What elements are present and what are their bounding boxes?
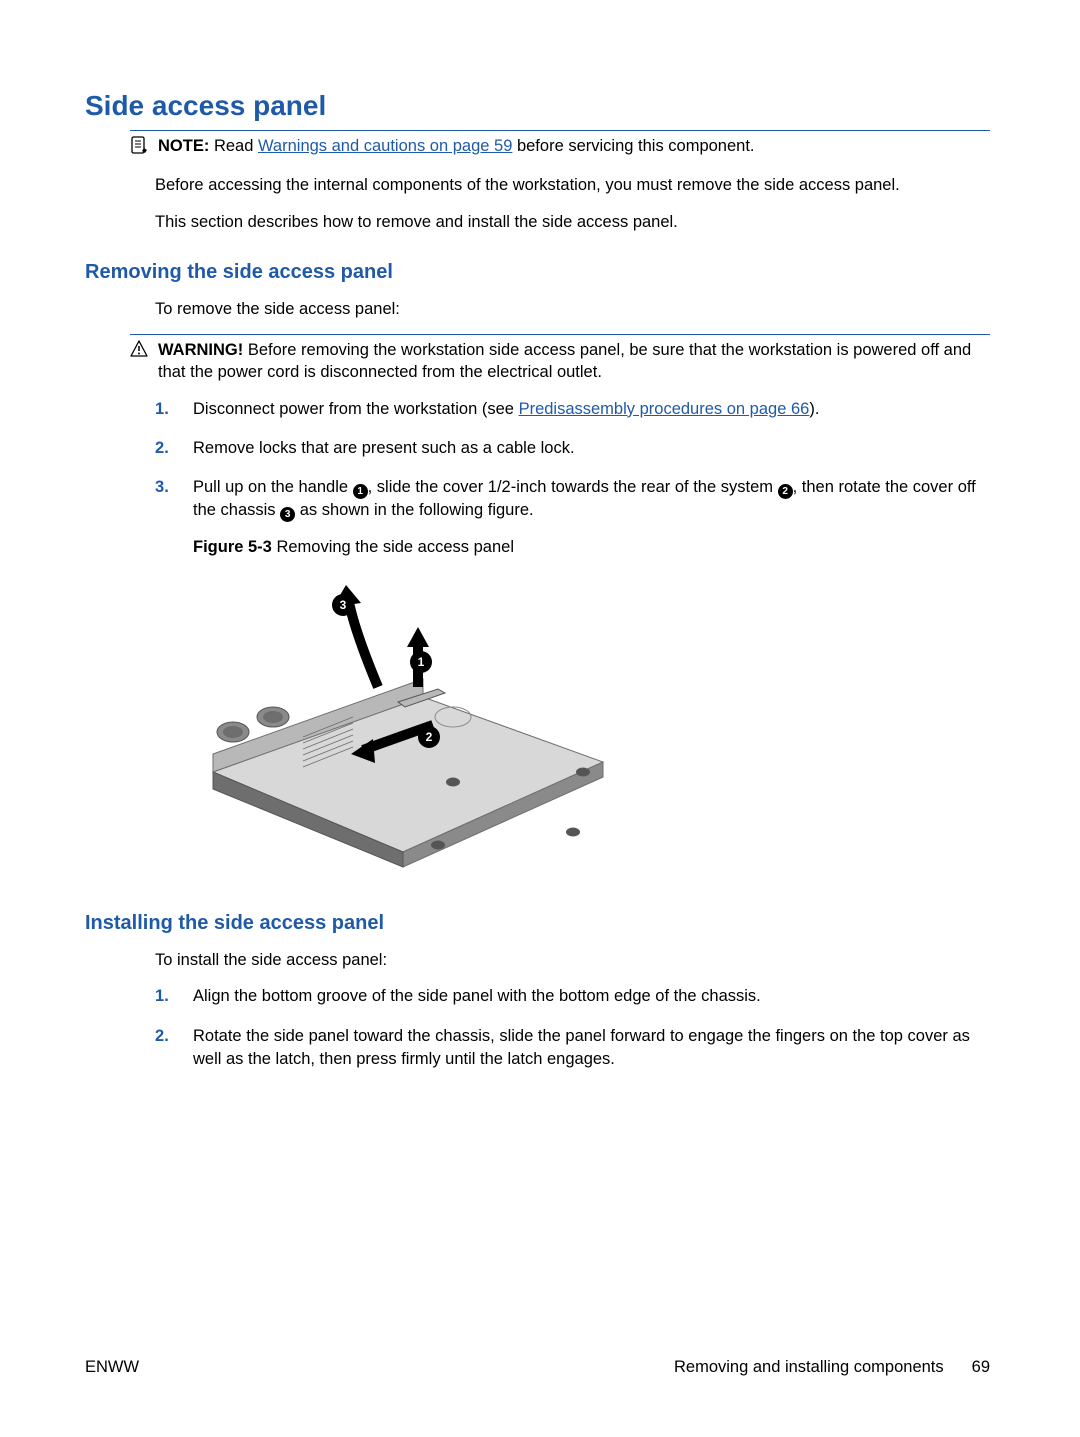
install-step-1: Align the bottom groove of the side pane… [155, 985, 990, 1008]
figure-label: Figure 5-3 [193, 538, 272, 556]
note-label: NOTE: [158, 137, 209, 155]
rule-top [130, 130, 990, 131]
inline-badge-3: 3 [280, 507, 295, 522]
warning-body: WARNING! Before removing the workstation… [158, 339, 990, 384]
step1-link[interactable]: Predisassembly procedures on page 66 [519, 400, 810, 418]
inline-badge-1: 1 [353, 484, 368, 499]
heading-removing: Removing the side access panel [85, 261, 990, 284]
intro-para-2: This section describes how to remove and… [155, 211, 990, 233]
step3-a: Pull up on the handle [193, 478, 353, 496]
warning-text: Before removing the workstation side acc… [158, 341, 971, 381]
rule-warning [130, 334, 990, 335]
install-steps: Align the bottom groove of the side pane… [155, 985, 990, 1070]
footer-page-number: 69 [972, 1358, 990, 1377]
install-step-2: Rotate the side panel toward the chassis… [155, 1025, 990, 1071]
footer-left: ENWW [85, 1358, 139, 1377]
document-page: Side access panel NOTE: Read Warnings an… [0, 0, 1080, 1437]
note-body: NOTE: Read Warnings and cautions on page… [158, 135, 755, 157]
figure-caption: Figure 5-3 Removing the side access pane… [193, 536, 990, 559]
page-title: Side access panel [85, 90, 990, 122]
step1-pre: Disconnect power from the workstation (s… [193, 400, 519, 418]
inline-badge-2: 2 [778, 484, 793, 499]
figure-caption-text: Removing the side access panel [272, 538, 514, 556]
intro-para-1: Before accessing the internal components… [155, 174, 990, 196]
remove-step-1: Disconnect power from the workstation (s… [155, 398, 990, 421]
install-lead: To install the side access panel: [155, 949, 990, 971]
note-icon [130, 136, 150, 160]
warning-icon [130, 340, 150, 364]
remove-lead: To remove the side access panel: [155, 298, 990, 320]
warning-label: WARNING! [158, 341, 243, 359]
remove-step-3: Pull up on the handle 1, slide the cover… [155, 476, 990, 884]
step3-b: , slide the cover 1/2-inch towards the r… [368, 478, 778, 496]
heading-installing: Installing the side access panel [85, 912, 990, 935]
note-callout: NOTE: Read Warnings and cautions on page… [130, 135, 990, 160]
figure-image: 1 2 3 [193, 567, 990, 884]
footer-section: Removing and installing components [674, 1358, 944, 1377]
note-link[interactable]: Warnings and cautions on page 59 [258, 137, 512, 155]
step1-post: ). [809, 400, 819, 418]
svg-text:1: 1 [418, 655, 425, 669]
page-footer: ENWW Removing and installing components … [85, 1358, 990, 1377]
note-text-pre: Read [214, 137, 258, 155]
svg-text:3: 3 [340, 598, 347, 612]
step3-d: as shown in the following figure. [295, 501, 533, 519]
remove-step-2: Remove locks that are present such as a … [155, 437, 990, 460]
remove-steps: Disconnect power from the workstation (s… [155, 398, 990, 885]
svg-text:2: 2 [426, 730, 433, 744]
warning-callout: WARNING! Before removing the workstation… [130, 339, 990, 384]
note-text-post: before servicing this component. [512, 137, 754, 155]
